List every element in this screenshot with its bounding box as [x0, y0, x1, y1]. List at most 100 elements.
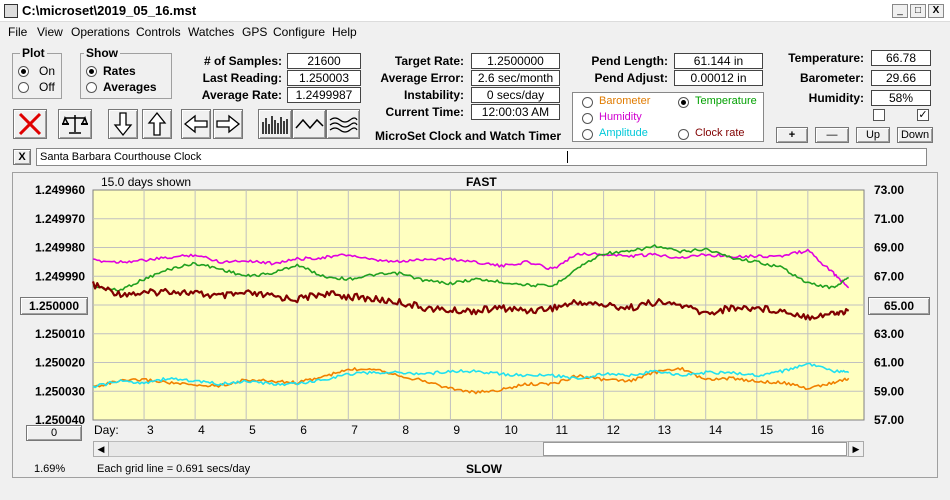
menu-watches[interactable]: Watches	[188, 25, 235, 39]
menu-file[interactable]: File	[8, 25, 28, 39]
show-averages-label: Averages	[103, 80, 157, 94]
temperature-label: Temperature:	[788, 51, 864, 65]
y-right-tick-label: 59.00	[874, 384, 904, 398]
wave-button[interactable]	[292, 109, 326, 139]
menu-controls[interactable]: Controls	[136, 25, 181, 39]
pend-adjust-label: Pend Adjust:	[594, 71, 668, 85]
y-left-tick-label: 1.250030	[35, 384, 85, 398]
show-averages-radio[interactable]	[86, 82, 97, 93]
maximize-button[interactable]: □	[910, 4, 926, 18]
amplitude-line	[92, 362, 850, 389]
balance-scale-icon	[61, 115, 89, 134]
last-reading-value: 1.250003	[287, 70, 361, 86]
x-tick-label: 11	[556, 423, 569, 437]
y-right-tick-label: 73.00	[874, 183, 904, 197]
arrow-down-icon	[113, 112, 133, 137]
arrow-up-button[interactable]	[142, 109, 172, 139]
scroll-down-button[interactable]: Down	[897, 127, 933, 143]
menu-operations[interactable]: Operations	[71, 25, 130, 39]
days-shown-label: 15.0 days shown	[101, 175, 192, 189]
menu-bar: File View Operations Controls Watches GP…	[0, 22, 950, 42]
menu-gps[interactable]: GPS	[242, 25, 268, 39]
menu-configure[interactable]: Configure	[273, 25, 326, 39]
close-button[interactable]: X	[928, 4, 944, 18]
temperature-value: 66.78	[871, 50, 931, 66]
plot-on-radio[interactable]	[18, 66, 29, 77]
arrow-right-button[interactable]	[213, 109, 243, 139]
balance-button[interactable]	[58, 109, 92, 139]
slow-label: SLOW	[466, 462, 502, 476]
pend-length-value: 61.144 in	[674, 53, 763, 69]
y-left-tick-label: 1.250010	[35, 327, 85, 341]
scrollbar-thumb[interactable]	[543, 442, 847, 456]
bar-graph-button[interactable]	[258, 109, 292, 139]
center-rate-button[interactable]: 1.250000	[20, 297, 88, 315]
scroll-up-button[interactable]: Up	[856, 127, 890, 143]
humidity-value: 58%	[871, 90, 931, 106]
center-sensor-button[interactable]: 65.00	[868, 297, 930, 315]
left-axis-ticks: 1.2499601.2499701.2499801.2499901.250000…	[35, 183, 85, 427]
show-rates-radio[interactable]	[86, 66, 97, 77]
barometer-line	[93, 366, 850, 395]
clock-rate-line	[91, 281, 850, 321]
average-rate-label: Average Rate:	[201, 88, 282, 102]
fast-label: FAST	[466, 175, 497, 189]
zoom-in-button[interactable]: +	[776, 127, 808, 143]
plot-off-label: Off	[39, 80, 55, 94]
app-caption: MicroSet Clock and Watch Timer	[375, 129, 562, 143]
x-tick-label: 5	[249, 423, 256, 437]
offset-button[interactable]: 0	[26, 425, 82, 441]
amplitude-option-label: Amplitude	[599, 127, 648, 139]
percent-label: 1.69%	[34, 463, 66, 475]
checkbox-right[interactable]: ✓	[917, 109, 929, 121]
humidity-label: Humidity:	[808, 91, 864, 105]
humidity-radio[interactable]	[582, 113, 593, 124]
multi-wave-button[interactable]	[326, 109, 360, 139]
samples-label: # of Samples:	[203, 54, 282, 68]
average-error-value: 2.6 sec/month	[471, 70, 560, 86]
arrow-right-icon	[216, 114, 241, 134]
y-left-tick-label: 1.249970	[35, 212, 85, 226]
menu-view[interactable]: View	[37, 25, 63, 39]
clock-close-button[interactable]: X	[13, 149, 31, 165]
minimize-button[interactable]: _	[892, 4, 908, 18]
clock-name-input[interactable]: Santa Barbara Courthouse Clock	[36, 148, 927, 166]
plot-off-radio[interactable]	[18, 82, 29, 93]
x-axis-ticks: 3 4 5 6 7 8 9 10 11 12 13 14 15 16	[147, 423, 824, 437]
zoom-out-button[interactable]: —	[815, 127, 849, 143]
day-axis-label: Day:	[94, 423, 119, 437]
humidity-option-label: Humidity	[599, 111, 642, 123]
barometer-value: 29.66	[871, 70, 931, 86]
current-time-value: 12:00:03 AM	[471, 104, 560, 120]
y-left-tick-label: 1.250020	[35, 356, 85, 370]
delete-button[interactable]	[13, 109, 47, 139]
menu-help[interactable]: Help	[332, 25, 357, 39]
amplitude-radio[interactable]	[582, 129, 593, 140]
average-error-label: Average Error:	[380, 71, 464, 85]
show-rates-label: Rates	[103, 64, 136, 78]
clock-rate-option-label: Clock rate	[695, 127, 745, 139]
arrow-down-button[interactable]	[108, 109, 138, 139]
y-left-tick-label: 1.250040	[35, 413, 85, 427]
series-lines	[91, 244, 850, 395]
x-tick-label: 7	[351, 423, 358, 437]
clock-rate-radio[interactable]	[678, 129, 689, 140]
y-right-tick-label: 67.00	[874, 269, 904, 283]
bar-graph-icon	[262, 116, 288, 134]
text-cursor	[567, 151, 568, 163]
y-left-tick-label: 1.249980	[35, 241, 85, 255]
wave-icon	[295, 118, 324, 130]
scroll-right-icon[interactable]: ▶	[848, 441, 864, 457]
checkbox-left[interactable]	[873, 109, 885, 121]
clock-name-text: Santa Barbara Courthouse Clock	[40, 151, 202, 163]
x-tick-label: 10	[504, 423, 518, 437]
average-rate-value: 1.2499987	[287, 87, 361, 103]
delete-x-icon	[18, 112, 42, 136]
arrow-left-button[interactable]	[181, 109, 211, 139]
y-right-tick-label: 69.00	[874, 241, 904, 255]
y-right-tick-label: 61.00	[874, 356, 904, 370]
scroll-left-icon[interactable]: ◀	[93, 441, 109, 457]
temperature-radio[interactable]	[678, 97, 689, 108]
barometer-radio[interactable]	[582, 97, 593, 108]
